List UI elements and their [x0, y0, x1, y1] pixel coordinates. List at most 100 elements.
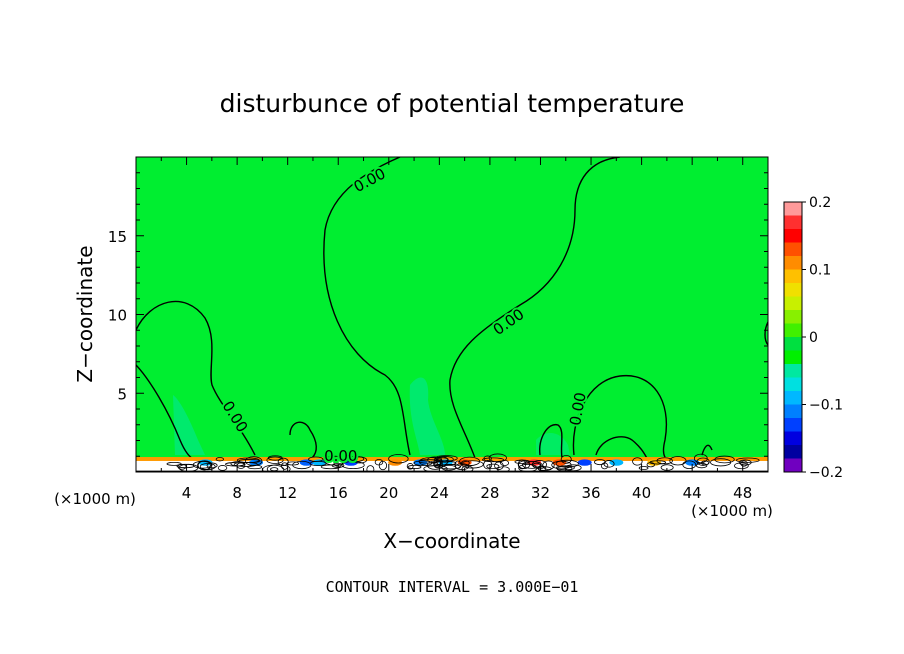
x-tick-label: 20 [379, 484, 398, 502]
surface-contour [418, 459, 440, 464]
y-axis-ticks: 5 10 15 [108, 172, 768, 457]
surface-contour [225, 462, 246, 467]
surface-contour [649, 460, 667, 465]
surface-contour [215, 457, 224, 462]
surface-contour [406, 463, 414, 470]
surface-contour [710, 458, 732, 467]
surface-contour [638, 466, 649, 470]
surface-contour [217, 465, 228, 471]
colorbar-segment [784, 269, 802, 284]
x-tick-label: 4 [182, 484, 192, 502]
colorbar-segment [784, 404, 802, 419]
surface-contour [266, 464, 291, 472]
x-tick-label: 36 [581, 484, 600, 502]
surface-contour [238, 459, 261, 464]
surface-contour [500, 459, 510, 467]
surface-contour [560, 454, 572, 464]
colorbar-segment [784, 310, 802, 324]
surface-contour [286, 461, 300, 466]
plot-area: 0.000.000.000.000.00 [136, 157, 768, 472]
surface-contour [439, 464, 461, 470]
y-tick-label: 5 [117, 385, 127, 403]
chart-title: disturbunce of potential temperature [220, 89, 685, 118]
colorbar-segment [784, 202, 802, 216]
colorbar-tick-label: 0.1 [809, 263, 831, 279]
contour-line [595, 436, 649, 461]
surface-contour [277, 457, 289, 466]
surface-contour [603, 460, 615, 468]
colorbar-segment [784, 215, 802, 230]
x-tick-label: 8 [232, 484, 242, 502]
surface-contour [352, 456, 368, 464]
contour-interval-footer: CONTOUR INTERVAL = 3.000E−01 [326, 578, 579, 596]
x-unit-label-right: (×1000 m) [691, 502, 773, 520]
surface-contour [486, 463, 500, 469]
colorbar-segment [784, 256, 802, 270]
surface-contour [374, 458, 384, 466]
colorbar-segment [784, 242, 802, 257]
contour-lines [136, 157, 768, 461]
surface-contour [206, 462, 218, 469]
surface-blob [343, 459, 358, 466]
surface-contour [646, 462, 655, 468]
surface-contour [555, 459, 579, 468]
surface-contour [600, 462, 609, 470]
colorbar: 0.2 0.1 0 −0.1 −0.2 [783, 195, 843, 481]
surface-contour [693, 453, 708, 464]
colorbar-segment [784, 364, 802, 378]
contour-line [136, 300, 256, 456]
shade-region [409, 377, 445, 455]
x-tick-label: 48 [733, 484, 752, 502]
colorbar-segment [784, 377, 802, 392]
x-axis-ticks: 4 8 12 16 20 24 28 32 36 40 44 48 [160, 157, 752, 502]
surface-contour [531, 460, 547, 470]
contour-line [701, 444, 713, 456]
shade-region [173, 395, 205, 455]
colorbar-segment [784, 283, 802, 297]
shaded-regions [173, 377, 570, 455]
surface-contour [514, 459, 531, 465]
surface-contour [594, 459, 606, 466]
surface-contour [542, 460, 555, 471]
surface-contour [669, 456, 687, 466]
colorbar-tick-label: −0.2 [809, 465, 843, 481]
y-tick-label: 10 [108, 307, 127, 325]
surface-blob [577, 459, 592, 466]
contour-line [289, 421, 317, 459]
surface-contour [736, 457, 760, 463]
colorbar-segment [784, 391, 802, 405]
contour-line [572, 374, 669, 461]
contour-line [764, 321, 768, 346]
surface-contour [734, 462, 749, 470]
surface-contour [244, 456, 263, 466]
colorbar-segment [784, 337, 802, 351]
x-unit-label-left: (×1000 m) [54, 490, 136, 508]
colorbar-segment [784, 323, 802, 338]
surface-blob [312, 459, 327, 466]
x-tick-label: 28 [480, 484, 499, 502]
surface-band [136, 457, 768, 462]
x-tick-label: 12 [278, 484, 297, 502]
colorbar-segment [784, 350, 802, 365]
surface-contour [482, 457, 505, 463]
surface-contour [460, 460, 484, 469]
colorbar-tick-label: 0 [809, 330, 818, 346]
colorbar-segment [784, 229, 802, 243]
plot-background [136, 157, 768, 472]
surface-contour [197, 460, 211, 471]
x-tick-label: 32 [531, 484, 550, 502]
surface-contour [696, 457, 710, 466]
x-tick-label: 24 [430, 484, 449, 502]
contour-line [539, 424, 563, 459]
surface-contour [309, 460, 327, 467]
colorbar-segment [784, 445, 802, 459]
x-tick-label: 44 [683, 484, 702, 502]
surface-contour [176, 463, 195, 469]
contour-line [449, 157, 621, 459]
surface-contour [551, 460, 572, 470]
x-tick-label: 16 [329, 484, 348, 502]
contour-line [323, 157, 411, 456]
surface-base [136, 460, 768, 472]
surface-blob [609, 459, 624, 466]
